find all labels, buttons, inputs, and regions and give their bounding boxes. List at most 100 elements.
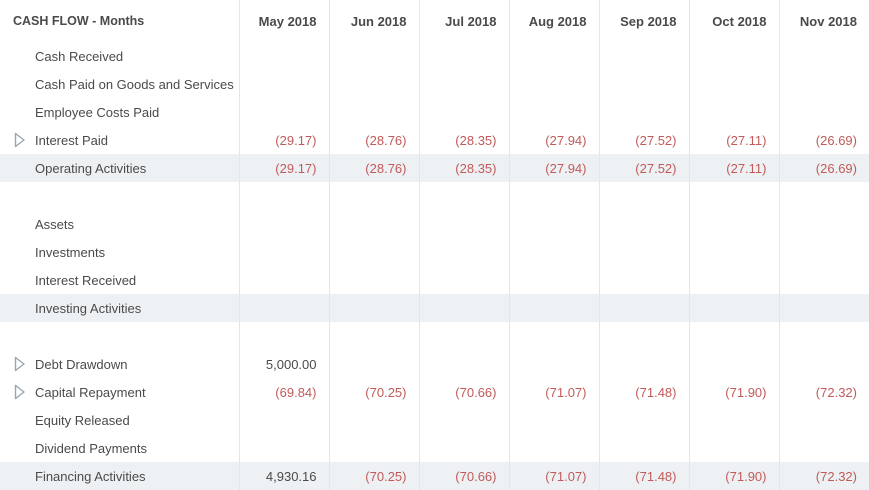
value-cell[interactable]: (70.25) — [329, 462, 420, 490]
value-cell[interactable] — [329, 42, 420, 70]
value-cell[interactable] — [509, 98, 600, 126]
value-cell[interactable] — [779, 98, 869, 126]
table-row[interactable]: Cash Received — [0, 42, 869, 70]
value-cell[interactable] — [689, 350, 780, 378]
value-cell[interactable] — [239, 238, 330, 266]
value-cell[interactable] — [779, 434, 869, 462]
table-row[interactable]: Cash Paid on Goods and Services — [0, 70, 869, 98]
value-cell[interactable] — [419, 238, 510, 266]
value-cell[interactable] — [509, 406, 600, 434]
value-cell[interactable]: (71.90) — [689, 462, 780, 490]
value-cell[interactable] — [509, 434, 600, 462]
month-header[interactable]: Aug 2018 — [509, 0, 600, 42]
table-row[interactable]: Interest Paid (29.17) (28.76) (28.35) (27.94… — [0, 126, 869, 154]
value-cell[interactable] — [329, 238, 420, 266]
table-row[interactable]: Employee Costs Paid — [0, 98, 869, 126]
value-cell[interactable] — [599, 266, 690, 294]
value-cell[interactable]: (28.35) — [419, 126, 510, 154]
value-cell[interactable] — [599, 406, 690, 434]
value-cell[interactable]: (70.25) — [329, 378, 420, 406]
value-cell[interactable]: (71.48) — [599, 462, 690, 490]
value-cell[interactable] — [689, 98, 780, 126]
value-cell[interactable]: (27.11) — [689, 154, 780, 182]
value-cell[interactable] — [599, 98, 690, 126]
value-cell[interactable]: (27.94) — [509, 126, 600, 154]
value-cell[interactable] — [329, 350, 420, 378]
value-cell[interactable]: (28.76) — [329, 154, 420, 182]
value-cell[interactable] — [329, 210, 420, 238]
value-cell[interactable]: (72.32) — [779, 462, 869, 490]
month-header[interactable]: Sep 2018 — [599, 0, 690, 42]
value-cell[interactable] — [239, 98, 330, 126]
value-cell[interactable]: (26.69) — [815, 132, 857, 148]
value-cell[interactable] — [419, 266, 510, 294]
value-cell[interactable] — [239, 294, 330, 322]
value-cell[interactable] — [419, 350, 510, 378]
value-cell[interactable]: 5,000.00 — [239, 350, 330, 378]
value-cell[interactable] — [509, 294, 600, 322]
value-cell[interactable] — [779, 210, 869, 238]
value-cell[interactable]: (28.76) — [329, 126, 420, 154]
table-row[interactable]: Capital Repayment (69.84) (70.25) (70.66) (7… — [0, 378, 869, 406]
value-cell[interactable]: (29.17) — [239, 126, 330, 154]
value-cell[interactable] — [689, 42, 780, 70]
month-header[interactable]: Oct 2018 — [689, 0, 780, 42]
value-cell[interactable] — [599, 210, 690, 238]
value-cell[interactable] — [779, 266, 869, 294]
value-cell[interactable]: (27.52) — [599, 154, 690, 182]
table-row[interactable]: Equity Released — [0, 406, 869, 434]
value-cell[interactable] — [779, 70, 869, 98]
value-cell[interactable]: (27.11) — [689, 126, 780, 154]
value-cell[interactable]: (71.07) — [509, 462, 600, 490]
value-cell[interactable] — [509, 266, 600, 294]
table-row[interactable]: Dividend Payments — [0, 434, 869, 462]
value-cell[interactable] — [239, 434, 330, 462]
value-cell[interactable] — [599, 294, 690, 322]
value-cell[interactable] — [329, 294, 420, 322]
value-cell[interactable] — [419, 294, 510, 322]
value-cell[interactable]: (27.94) — [509, 154, 600, 182]
value-cell[interactable]: (71.90) — [689, 378, 780, 406]
value-cell[interactable] — [239, 406, 330, 434]
value-cell[interactable] — [689, 406, 780, 434]
value-cell[interactable] — [509, 210, 600, 238]
value-cell[interactable] — [239, 266, 330, 294]
month-header[interactable]: Nov 2018 — [799, 13, 857, 29]
value-cell[interactable] — [239, 42, 330, 70]
value-cell[interactable] — [509, 42, 600, 70]
table-row[interactable]: Debt Drawdown 5,000.00 — [0, 350, 869, 378]
value-cell[interactable]: (72.32) — [815, 384, 857, 400]
value-cell[interactable] — [329, 266, 420, 294]
value-cell[interactable] — [689, 266, 780, 294]
value-cell[interactable] — [599, 350, 690, 378]
value-cell[interactable] — [509, 70, 600, 98]
value-cell[interactable] — [419, 98, 510, 126]
value-cell[interactable]: (27.52) — [599, 126, 690, 154]
value-cell[interactable]: (70.66) — [419, 378, 510, 406]
value-cell[interactable]: (28.35) — [419, 154, 510, 182]
value-cell[interactable] — [599, 434, 690, 462]
value-cell[interactable] — [689, 434, 780, 462]
value-cell[interactable] — [239, 70, 330, 98]
value-cell[interactable] — [329, 434, 420, 462]
value-cell[interactable] — [329, 98, 420, 126]
value-cell[interactable]: 4,930.16 — [239, 462, 330, 490]
value-cell[interactable] — [509, 238, 600, 266]
value-cell[interactable] — [599, 70, 690, 98]
value-cell[interactable] — [419, 406, 510, 434]
value-cell[interactable]: (69.84) — [239, 378, 330, 406]
value-cell[interactable] — [239, 210, 330, 238]
value-cell[interactable] — [689, 210, 780, 238]
table-row[interactable]: Assets — [0, 210, 869, 238]
value-cell[interactable] — [779, 238, 869, 266]
value-cell[interactable]: (70.66) — [419, 462, 510, 490]
table-row[interactable]: Investments — [0, 238, 869, 266]
value-cell[interactable] — [689, 70, 780, 98]
value-cell[interactable] — [329, 70, 420, 98]
value-cell[interactable]: (29.17) — [239, 154, 330, 182]
value-cell[interactable] — [419, 210, 510, 238]
value-cell[interactable]: (71.07) — [509, 378, 600, 406]
month-header[interactable]: May 2018 — [239, 0, 330, 42]
month-header[interactable]: Jun 2018 — [329, 0, 420, 42]
value-cell[interactable] — [599, 238, 690, 266]
